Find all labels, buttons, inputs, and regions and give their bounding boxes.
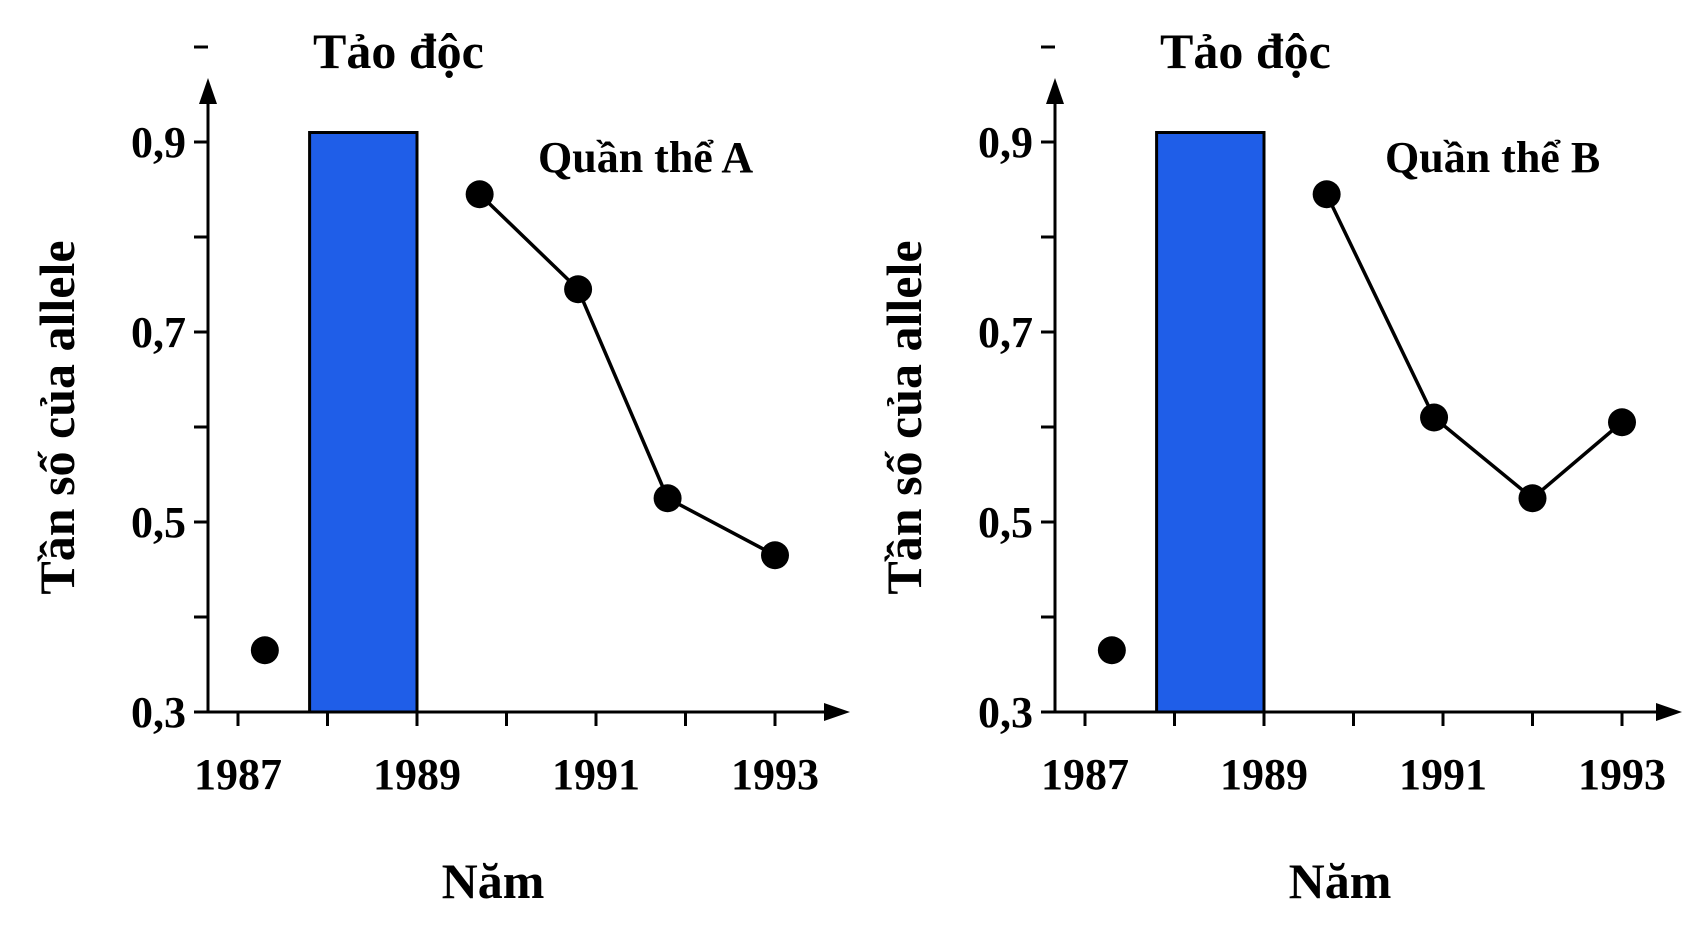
y-tick-label: 0,9 [131, 118, 186, 167]
toxic-algae-bar [1155, 131, 1266, 714]
data-point [1608, 408, 1636, 437]
x-axis-label: Năm [1289, 853, 1392, 909]
data-point [465, 180, 494, 209]
series-line [1325, 193, 1624, 501]
y-axis-label: Tần số của allele [876, 240, 932, 594]
x-tick-label: 1991 [552, 750, 640, 799]
y-tick-label: 0,3 [131, 688, 186, 737]
y-tick-label: 0,5 [131, 498, 186, 547]
y-tick-label: 0,9 [978, 118, 1033, 167]
y-tick-label: 0,7 [978, 308, 1033, 357]
data-point [250, 636, 279, 665]
data-point [564, 275, 593, 304]
data-point [1420, 403, 1449, 432]
chart-panel-a: 0,3 0,5 0,7 0,9 1987 1989 1991 1993 Tảo độc Quần … [29, 23, 850, 909]
x-tick-label: 1993 [731, 750, 819, 799]
data-point [1518, 484, 1547, 513]
chart-title: Tảo độc [1160, 23, 1331, 79]
y-tick-label: 0,7 [131, 308, 186, 357]
chart-title: Tảo độc [313, 23, 484, 79]
y-axis-label: Tần số của allele [29, 240, 85, 594]
x-axis-arrow [1656, 703, 1682, 721]
y-tick-label: 0,3 [978, 688, 1033, 737]
x-tick-label: 1987 [1041, 750, 1129, 799]
x-axis-label: Năm [442, 853, 545, 909]
chart-panel-b: 0,3 0,5 0,7 0,9 1987 1989 1991 1993 Tảo độc Quần … [876, 23, 1682, 909]
toxic-algae-bar [308, 131, 419, 714]
y-axis-arrow [199, 78, 217, 104]
data-point [653, 484, 682, 513]
series-label: Quần thể A [538, 133, 753, 182]
x-axis-arrow [824, 703, 850, 721]
data-point [1097, 636, 1126, 665]
x-tick-label: 1991 [1399, 750, 1487, 799]
x-tick-label: 1987 [194, 750, 282, 799]
x-tick-label: 1989 [373, 750, 461, 799]
x-tick-label: 1993 [1578, 750, 1666, 799]
data-point [761, 541, 789, 570]
y-axis-arrow [1046, 78, 1064, 104]
y-tick-label: 0,5 [978, 498, 1033, 547]
x-tick-label: 1989 [1220, 750, 1308, 799]
data-point [1312, 180, 1341, 209]
series-label: Quần thể B [1385, 133, 1600, 182]
series-line [478, 192, 776, 557]
